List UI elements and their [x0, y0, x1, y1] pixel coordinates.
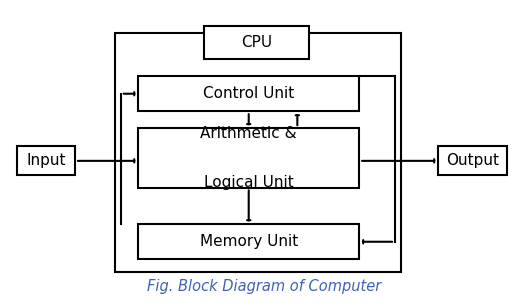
Text: Output: Output	[446, 153, 499, 168]
Text: Input: Input	[26, 153, 66, 168]
Bar	[138, 224, 359, 259]
Text: Fig. Block Diagram of Computer: Fig. Block Diagram of Computer	[148, 279, 381, 294]
Bar	[114, 34, 402, 272]
Bar	[138, 76, 359, 111]
Bar	[438, 146, 507, 175]
Text: CPU: CPU	[241, 35, 272, 50]
Bar	[17, 146, 75, 175]
Text: Control Unit: Control Unit	[203, 86, 294, 101]
Bar	[138, 128, 359, 188]
Bar	[204, 26, 309, 59]
Text: Arithmetic &

Logical Unit: Arithmetic & Logical Unit	[200, 126, 297, 190]
Text: Memory Unit: Memory Unit	[199, 234, 298, 249]
